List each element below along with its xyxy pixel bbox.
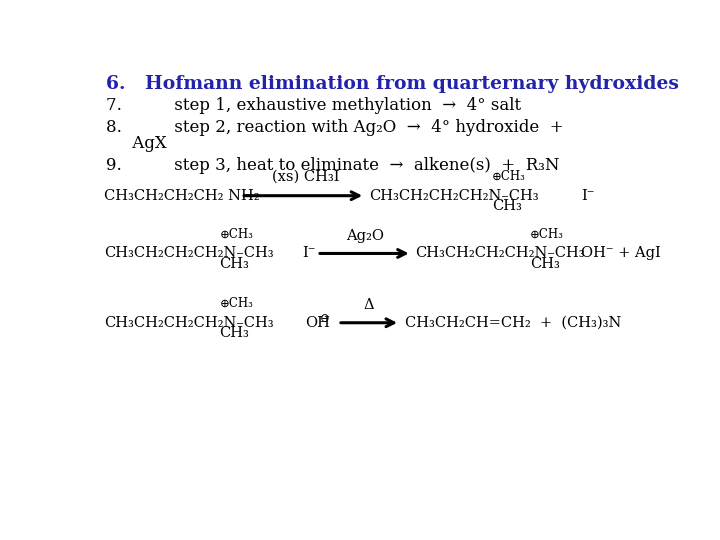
Text: OH⁻ + AgI: OH⁻ + AgI xyxy=(581,246,661,260)
Text: Ag₂O: Ag₂O xyxy=(346,228,384,242)
Text: CH₃: CH₃ xyxy=(220,326,249,340)
Text: CH₃CH₂CH₂CH₂N–CH₃: CH₃CH₂CH₂CH₂N–CH₃ xyxy=(369,188,539,202)
Text: CH₃CH₂CH₂CH₂N–CH₃: CH₃CH₂CH₂CH₂N–CH₃ xyxy=(104,246,274,260)
Text: 8.          step 2, reaction with Ag₂O  →  4° hydroxide  +: 8. step 2, reaction with Ag₂O → 4° hydro… xyxy=(106,119,563,137)
Text: CH₃CH₂CH₂CH₂N–CH₃: CH₃CH₂CH₂CH₂N–CH₃ xyxy=(415,246,585,260)
Text: ⊖: ⊖ xyxy=(320,312,329,325)
Text: ⊕CH₃: ⊕CH₃ xyxy=(220,227,253,240)
Text: Δ: Δ xyxy=(364,298,374,312)
Text: ⊕CH₃: ⊕CH₃ xyxy=(220,296,253,309)
Text: ⊕CH₃: ⊕CH₃ xyxy=(530,227,564,240)
Text: I⁻: I⁻ xyxy=(302,246,316,260)
Text: I⁻: I⁻ xyxy=(581,188,595,202)
Text: ⊕CH₃: ⊕CH₃ xyxy=(492,170,526,183)
Text: (xs) CH₃I: (xs) CH₃I xyxy=(271,170,339,184)
Text: CH₃CH₂CH₂CH₂N–CH₃: CH₃CH₂CH₂CH₂N–CH₃ xyxy=(104,316,274,330)
Text: CH₃: CH₃ xyxy=(492,199,522,213)
Text: OH: OH xyxy=(305,316,330,330)
Text: CH₃CH₂CH=CH₂  +  (CH₃)₃N: CH₃CH₂CH=CH₂ + (CH₃)₃N xyxy=(405,316,621,330)
Text: 7.          step 1, exhaustive methylation  →  4° salt: 7. step 1, exhaustive methylation → 4° s… xyxy=(106,97,521,114)
Text: CH₃: CH₃ xyxy=(530,256,560,271)
Text: CH₃CH₂CH₂CH₂ NH₂: CH₃CH₂CH₂CH₂ NH₂ xyxy=(104,188,260,202)
Text: CH₃: CH₃ xyxy=(220,256,249,271)
Text: AgX: AgX xyxy=(106,135,166,152)
Text: 6.   Hofmann elimination from quarternary hydroxides: 6. Hofmann elimination from quarternary … xyxy=(106,75,678,93)
Text: 9.          step 3, heat to eliminate  →  alkene(s)  +  R₃N: 9. step 3, heat to eliminate → alkene(s)… xyxy=(106,157,559,174)
